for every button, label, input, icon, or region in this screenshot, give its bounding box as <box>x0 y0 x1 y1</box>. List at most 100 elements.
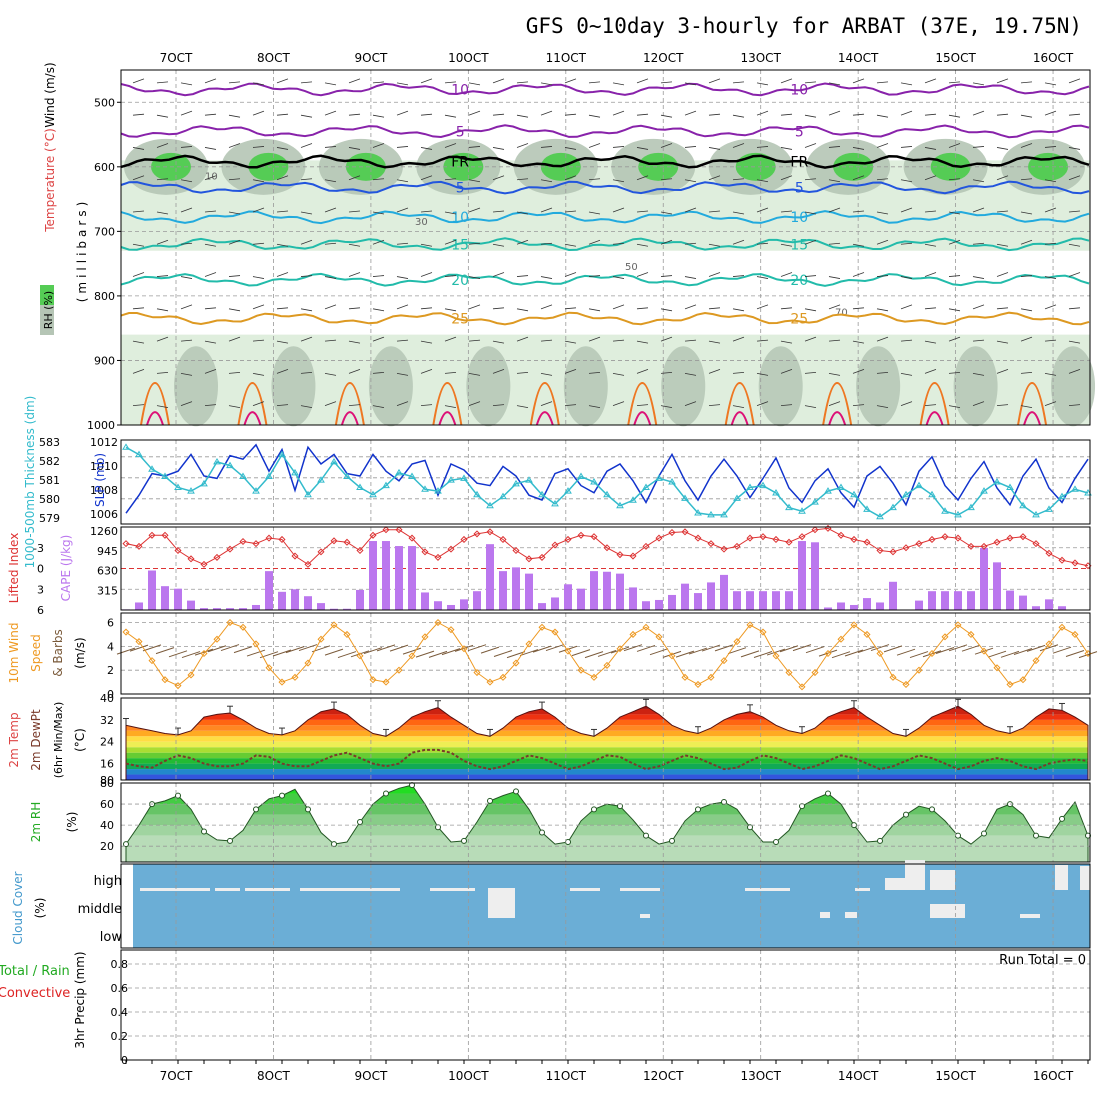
wind-barb <box>444 211 457 215</box>
wind-barb <box>852 243 865 247</box>
wind-barb <box>948 211 961 215</box>
rh-blob-low <box>271 346 316 427</box>
date-label-top: 9OCT <box>355 51 388 65</box>
wind-barb <box>276 307 289 310</box>
wind-barb <box>588 143 601 148</box>
thickness-point <box>395 468 403 476</box>
wind-barb <box>828 110 841 116</box>
wind-barb <box>156 308 169 312</box>
cape-bar <box>798 541 806 610</box>
wind-barb <box>660 178 673 181</box>
wind-barb <box>876 239 889 245</box>
cape-bar <box>824 607 832 610</box>
wind-barb <box>420 78 433 84</box>
wind-barb <box>492 404 505 407</box>
lifted-point <box>993 538 1001 546</box>
surface-temp-contour <box>627 382 658 426</box>
wind-speed-point <box>1006 680 1014 689</box>
wind-barb <box>156 211 169 215</box>
panel-frame-wind <box>120 612 1091 695</box>
wind-barb <box>396 110 409 116</box>
wind-barb <box>228 405 241 409</box>
thickness-point <box>785 503 793 511</box>
cloud-high-patch <box>300 888 400 891</box>
wind-barb <box>972 207 985 213</box>
lifted-point <box>720 545 728 553</box>
lifted-point <box>161 531 169 539</box>
thickness-point <box>876 512 884 520</box>
wind-barb <box>900 401 913 407</box>
thickness-point <box>304 490 312 498</box>
date-label-top: 14OCT <box>838 51 879 65</box>
cape-tick: 945 <box>97 545 118 558</box>
wind-barb <box>780 175 793 181</box>
cape-bar <box>447 604 455 610</box>
wind-barb <box>828 242 841 245</box>
lifted-point <box>941 533 949 541</box>
wind-barb <box>300 336 313 342</box>
wind-barb <box>900 146 913 148</box>
wind-barb <box>852 147 865 150</box>
wind-barb <box>828 304 841 310</box>
lifted-point <box>369 531 377 539</box>
wind-barb <box>804 114 817 118</box>
wind-barb <box>276 78 289 84</box>
cape-bar <box>473 591 481 610</box>
rh-tick: 80 <box>100 777 114 790</box>
lifted-point <box>915 540 923 548</box>
temp-band <box>126 730 1088 737</box>
thickness-point <box>694 509 702 516</box>
contour-10 <box>120 210 1090 225</box>
wind-barb <box>252 179 265 183</box>
cloud-mid-patch <box>820 912 830 918</box>
wind-barb <box>876 114 889 118</box>
wind-barb <box>252 401 265 407</box>
cape-bar <box>837 602 845 610</box>
wind-barb <box>900 110 913 116</box>
wind-barb <box>300 114 313 118</box>
thickness-point <box>499 492 507 500</box>
wind-barb <box>300 143 313 148</box>
wind-barb <box>492 113 505 116</box>
wind-barb <box>924 147 937 150</box>
thickness-point <box>551 499 559 507</box>
rh-point <box>1033 832 1039 839</box>
cape-bar <box>148 570 156 610</box>
wind-barb <box>660 81 673 84</box>
wind-speed-point <box>642 623 650 631</box>
wind-barb <box>684 372 697 376</box>
wind-barb <box>756 339 769 342</box>
wind-barb <box>612 110 625 116</box>
cloud-high-block <box>1055 865 1068 890</box>
wind-barb <box>996 175 1009 181</box>
thickness-point <box>213 457 221 465</box>
wind-speed-point <box>330 621 338 629</box>
wind-barb-10m <box>194 648 214 656</box>
surface-temp-contour-warm <box>340 411 359 426</box>
thickness-point <box>681 494 689 501</box>
wind-barb <box>684 82 697 86</box>
date-label-top: 15OCT <box>935 51 976 65</box>
thickness-point <box>967 503 975 511</box>
wind-barb <box>396 146 409 148</box>
wind-barb <box>468 339 481 342</box>
rh-point <box>877 837 883 844</box>
chart-body: 10305070101055FRFR5510101515202025255006… <box>0 51 1098 1083</box>
wind-barb <box>324 179 337 183</box>
wind-speed-point <box>993 664 1001 672</box>
panel-frame-upper <box>120 69 1091 426</box>
wind-tick: 2 <box>107 664 114 677</box>
surface-temp-contour-warm <box>730 411 749 426</box>
lifted-point <box>902 544 910 552</box>
wind-barb <box>444 308 457 312</box>
wind-barb <box>348 78 361 84</box>
wind-barb <box>132 404 145 407</box>
wind-speed-point <box>590 673 598 681</box>
wind-barb-10m <box>506 651 526 659</box>
wind-barb <box>804 178 817 181</box>
wind-speed-point <box>759 628 767 636</box>
cape-bar <box>512 567 520 610</box>
wind-barb <box>180 339 193 342</box>
rh-blob-low <box>856 346 901 427</box>
temp-band <box>126 725 1088 731</box>
